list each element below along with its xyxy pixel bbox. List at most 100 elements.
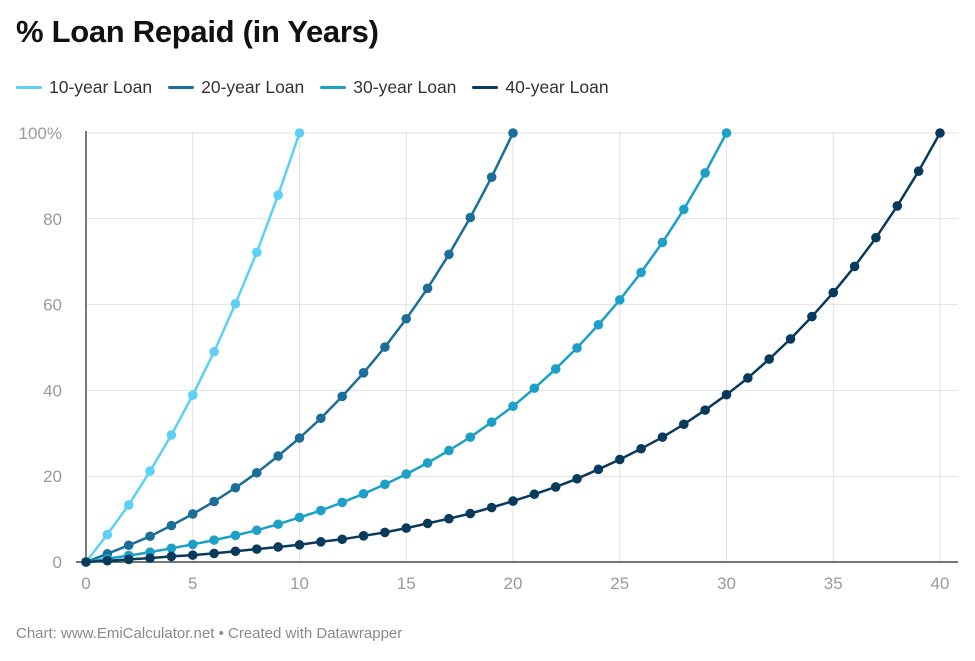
x-tick-label: 15 — [397, 574, 416, 593]
x-tick-label: 0 — [81, 574, 90, 593]
data-point-30-year-loan — [166, 543, 177, 554]
data-point-40-year-loan — [358, 531, 369, 541]
data-point-20-year-loan — [294, 433, 305, 443]
data-point-40-year-loan — [700, 405, 710, 415]
data-point-40-year-loan — [465, 508, 476, 519]
data-point-20-year-loan — [209, 496, 219, 507]
data-point-40-year-loan — [529, 489, 540, 500]
data-point-40-year-loan — [486, 502, 497, 513]
data-point-20-year-loan — [230, 482, 241, 493]
legend-label: 10-year Loan — [49, 77, 153, 97]
data-point-40-year-loan — [294, 540, 305, 550]
data-point-30-year-loan — [657, 237, 668, 248]
data-point-30-year-loan — [401, 469, 412, 479]
data-point-20-year-loan — [358, 368, 369, 378]
data-point-30-year-loan — [358, 488, 369, 499]
data-point-40-year-loan — [593, 464, 604, 475]
data-point-30-year-loan — [273, 519, 283, 530]
data-point-30-year-loan — [422, 458, 433, 468]
legend-item-10-year-loan: 10-year Loan — [16, 77, 152, 98]
data-point-40-year-loan — [614, 454, 625, 465]
data-point-10-year-loan — [230, 298, 241, 309]
data-point-40-year-loan — [422, 518, 433, 529]
data-point-40-year-loan — [81, 557, 91, 567]
data-point-30-year-loan — [465, 432, 476, 442]
data-point-30-year-loan — [486, 417, 497, 427]
x-tick-label: 40 — [931, 574, 950, 593]
data-point-10-year-loan — [187, 390, 198, 400]
data-point-40-year-loan — [401, 523, 412, 533]
data-point-30-year-loan — [700, 168, 710, 178]
data-point-30-year-loan — [380, 479, 390, 490]
legend-label: 30-year Loan — [353, 77, 457, 97]
data-point-40-year-loan — [913, 166, 924, 176]
data-point-20-year-loan — [273, 451, 283, 461]
data-point-10-year-loan — [209, 346, 219, 357]
legend-swatch — [168, 86, 195, 89]
data-point-30-year-loan — [187, 539, 198, 550]
legend-item-20-year-loan: 20-year Loan — [168, 77, 304, 98]
data-point-40-year-loan — [316, 537, 326, 547]
x-tick-label: 35 — [824, 574, 843, 593]
data-point-40-year-loan — [935, 128, 945, 138]
legend-item-40-year-loan: 40-year Loan — [472, 77, 609, 98]
y-tick-label: 40 — [43, 381, 62, 400]
data-point-40-year-loan — [807, 311, 817, 322]
data-point-10-year-loan — [145, 466, 155, 476]
y-tick-label: 0 — [53, 553, 62, 572]
y-tick-label: 20 — [43, 467, 62, 486]
data-point-20-year-loan — [337, 391, 348, 402]
legend-item-30-year-loan: 30-year Loan — [320, 77, 456, 98]
data-point-30-year-loan — [721, 128, 732, 138]
data-point-40-year-loan — [572, 473, 582, 484]
data-point-30-year-loan — [614, 295, 625, 305]
data-point-40-year-loan — [892, 201, 903, 211]
x-tick-label: 20 — [504, 574, 523, 593]
data-point-30-year-loan — [316, 505, 326, 516]
data-point-20-year-loan — [251, 467, 262, 478]
data-point-40-year-loan — [828, 287, 839, 298]
data-point-40-year-loan — [230, 546, 241, 557]
data-point-20-year-loan — [316, 413, 326, 424]
data-point-40-year-loan — [380, 527, 390, 538]
data-point-10-year-loan — [294, 128, 305, 138]
data-point-20-year-loan — [422, 283, 433, 294]
data-point-40-year-loan — [209, 548, 219, 559]
chart-credit: Chart: www.EmiCalculator.net • Created w… — [16, 625, 403, 642]
data-point-30-year-loan — [529, 383, 540, 394]
x-tick-label: 5 — [188, 574, 197, 593]
data-point-30-year-loan — [251, 525, 262, 536]
data-point-40-year-loan — [636, 443, 646, 454]
data-point-10-year-loan — [123, 500, 134, 510]
data-point-30-year-loan — [572, 343, 582, 353]
data-point-20-year-loan — [465, 212, 476, 223]
data-point-40-year-loan — [251, 544, 262, 554]
legend-label: 40-year Loan — [505, 77, 609, 97]
data-point-40-year-loan — [785, 334, 796, 344]
data-point-30-year-loan — [593, 319, 604, 330]
chart-title: % Loan Repaid (in Years) — [16, 14, 379, 49]
data-point-40-year-loan — [849, 261, 860, 272]
data-point-40-year-loan — [743, 373, 753, 383]
data-point-30-year-loan — [550, 364, 561, 374]
data-point-40-year-loan — [871, 232, 881, 243]
data-point-40-year-loan — [145, 553, 155, 563]
legend-swatch — [320, 86, 347, 89]
data-point-40-year-loan — [166, 551, 177, 562]
data-point-30-year-loan — [230, 530, 241, 541]
data-point-30-year-loan — [679, 204, 689, 215]
data-point-40-year-loan — [123, 554, 134, 565]
y-tick-label: 100% — [19, 124, 62, 143]
data-point-40-year-loan — [508, 496, 518, 506]
data-point-20-year-loan — [187, 509, 198, 519]
chart-legend: 10-year Loan 20-year Loan 30-year Loan 40-y… — [16, 77, 609, 98]
x-tick-label: 10 — [290, 574, 309, 593]
x-tick-label: 25 — [610, 574, 629, 593]
data-point-20-year-loan — [444, 249, 454, 260]
y-tick-label: 60 — [43, 296, 62, 315]
legend-swatch — [16, 86, 42, 89]
data-point-10-year-loan — [251, 247, 262, 258]
legend-swatch — [472, 86, 499, 89]
data-point-20-year-loan — [401, 313, 412, 324]
data-point-40-year-loan — [337, 534, 348, 545]
